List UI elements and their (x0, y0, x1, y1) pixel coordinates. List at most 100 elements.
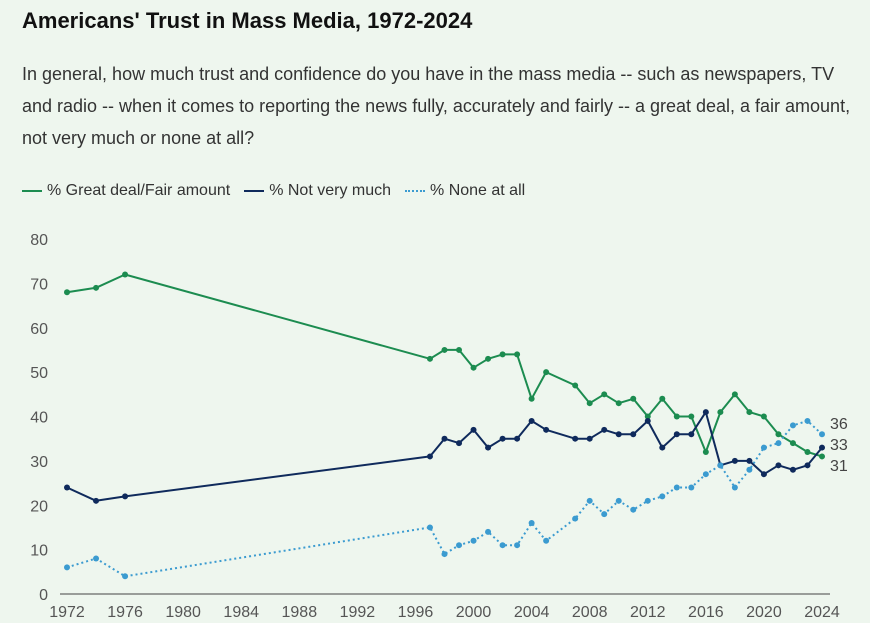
data-point (702, 449, 709, 455)
data-point (456, 440, 463, 447)
data-point (528, 395, 535, 402)
legend-item-not-very-much[interactable]: % Not very much (244, 182, 391, 200)
y-tick-label: 30 (30, 454, 48, 471)
legend-label: % None at all (430, 182, 526, 199)
data-point (93, 284, 100, 291)
data-point (122, 573, 129, 580)
data-point (630, 431, 637, 438)
data-point (659, 493, 666, 500)
data-point (601, 391, 608, 398)
data-point (659, 444, 666, 451)
data-point (731, 391, 738, 398)
data-point (470, 426, 477, 433)
y-tick-label: 60 (30, 321, 48, 338)
data-point (760, 471, 767, 478)
legend-swatch-green (22, 190, 42, 192)
y-tick-label: 70 (30, 276, 48, 293)
data-point (615, 400, 622, 407)
data-point (673, 413, 680, 420)
series-line-2 (66, 411, 823, 502)
data-point (630, 395, 637, 402)
x-tick-label: 2000 (456, 604, 492, 621)
data-point (499, 542, 506, 549)
data-point (456, 346, 463, 353)
data-point (659, 395, 666, 402)
data-point (615, 431, 622, 438)
data-point (64, 484, 70, 491)
data-point (499, 351, 506, 358)
data-point (819, 444, 825, 451)
data-point (470, 364, 477, 371)
data-point (441, 435, 448, 442)
data-point (789, 422, 796, 429)
data-point (601, 511, 608, 518)
data-point (688, 484, 695, 491)
data-point (93, 555, 100, 562)
data-point (528, 417, 535, 424)
legend-swatch-navy (244, 190, 265, 192)
chart-title: Americans' Trust in Mass Media, 1972-202… (22, 8, 473, 33)
data-point (514, 351, 521, 358)
data-point (717, 462, 724, 469)
data-point (789, 440, 796, 447)
legend-label: % Not very much (269, 182, 392, 199)
x-tick-label: 1980 (165, 604, 201, 621)
x-tick-label: 1972 (49, 604, 85, 621)
x-tick-label: 1976 (107, 604, 143, 621)
data-point (586, 435, 593, 442)
data-point (804, 417, 811, 424)
end-value-label: 31 (830, 458, 848, 475)
data-point (470, 537, 477, 544)
x-tick-label: 1984 (223, 604, 259, 621)
y-tick-label: 80 (30, 232, 48, 249)
data-point (688, 431, 695, 438)
data-point (673, 431, 680, 438)
data-point (775, 440, 782, 447)
data-point (760, 413, 767, 420)
data-point (644, 417, 651, 424)
data-point (644, 413, 651, 420)
legend-label: % Great deal/Fair amount (47, 182, 231, 199)
data-point (746, 466, 753, 473)
series-line-3 (66, 419, 823, 578)
legend-swatch-blue-dotted (405, 190, 426, 192)
x-tick-label: 2016 (688, 604, 724, 621)
data-point (601, 426, 608, 433)
y-tick-label: 20 (30, 498, 48, 515)
data-point (456, 542, 463, 549)
legend: % Great deal/Fair amount % Not very much… (22, 182, 539, 200)
data-point (543, 537, 550, 544)
data-point (426, 524, 433, 531)
x-tick-label: 1988 (282, 604, 318, 621)
data-point (644, 497, 651, 504)
data-point (514, 542, 521, 549)
data-point (572, 435, 579, 442)
y-tick-label: 0 (39, 587, 48, 604)
data-point (485, 528, 492, 535)
data-point (122, 493, 129, 500)
data-point (528, 520, 535, 526)
end-value-label: 33 (830, 437, 848, 454)
y-tick-label: 40 (30, 410, 48, 427)
data-point (688, 413, 695, 420)
data-point (572, 515, 579, 522)
y-tick-label: 50 (30, 365, 48, 382)
legend-item-none-at-all[interactable]: % None at all (405, 182, 525, 200)
x-tick-label: 2008 (572, 604, 608, 621)
data-point (804, 462, 811, 469)
data-point (731, 484, 738, 491)
end-value-label: 36 (830, 416, 848, 433)
x-tick-label: 2012 (630, 604, 666, 621)
x-tick-label: 2004 (514, 604, 550, 621)
x-tick-label: 1996 (398, 604, 434, 621)
data-point (93, 497, 100, 504)
data-point (441, 551, 448, 558)
legend-item-great-deal[interactable]: % Great deal/Fair amount (22, 182, 230, 200)
data-point (485, 444, 492, 451)
data-point (543, 426, 550, 433)
y-tick-label: 10 (30, 543, 48, 560)
data-point (586, 400, 593, 407)
data-point (630, 506, 637, 513)
data-point (485, 355, 492, 362)
data-point (775, 462, 782, 469)
